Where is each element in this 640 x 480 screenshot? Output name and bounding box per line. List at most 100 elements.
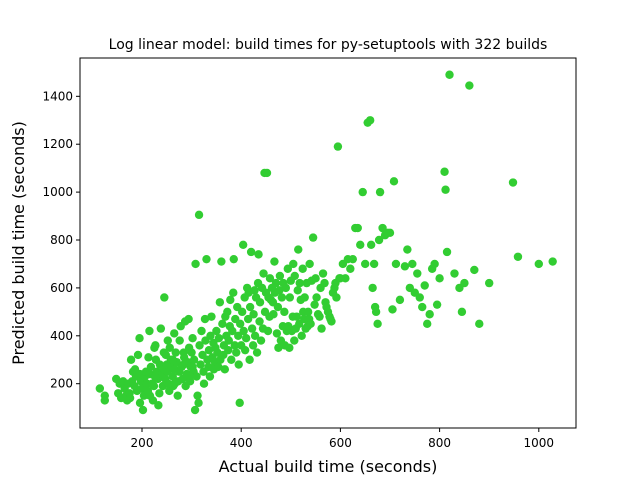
data-point: [320, 278, 329, 288]
y-tick-label: 400: [50, 329, 73, 343]
data-point: [371, 307, 381, 317]
data-point: [250, 286, 259, 295]
data-point: [259, 269, 268, 278]
data-point: [150, 372, 160, 381]
data-point: [295, 278, 304, 288]
data-point: [341, 274, 350, 283]
data-point: [188, 333, 197, 343]
data-point: [159, 348, 169, 357]
x-tick-label: 400: [230, 436, 253, 450]
data-point: [155, 389, 164, 398]
data-point: [212, 326, 221, 336]
data-point: [239, 326, 248, 336]
data-point: [346, 264, 355, 273]
data-point: [366, 240, 376, 249]
data-point: [311, 274, 320, 283]
data-point: [457, 307, 467, 317]
data-point: [206, 331, 215, 340]
data-point: [223, 307, 232, 317]
y-tick-label: 200: [50, 377, 73, 391]
data-point: [375, 187, 385, 197]
data-point: [303, 307, 313, 317]
data-point: [283, 264, 293, 273]
x-tick-label: 600: [329, 436, 352, 450]
data-point: [149, 381, 159, 391]
data-point: [293, 286, 302, 295]
y-tick-label: 1200: [42, 137, 73, 151]
data-point: [135, 398, 145, 408]
data-point: [138, 405, 148, 415]
data-point: [184, 314, 193, 324]
data-point: [442, 247, 452, 257]
x-tick-label: 1000: [524, 436, 555, 450]
data-point: [534, 259, 543, 269]
data-point: [217, 257, 226, 266]
data-point: [292, 312, 301, 321]
y-tick-label: 1400: [42, 89, 73, 103]
data-point: [218, 319, 227, 329]
data-point: [465, 81, 474, 90]
data-point: [130, 365, 140, 374]
data-point: [226, 295, 235, 305]
data-point: [475, 319, 484, 329]
data-point: [207, 312, 216, 321]
data-point: [275, 286, 284, 295]
data-point: [248, 341, 258, 350]
data-point: [400, 262, 410, 271]
y-tick-label: 1000: [42, 185, 73, 199]
data-point: [173, 391, 182, 400]
data-point: [297, 331, 306, 340]
data-point: [230, 341, 239, 350]
chart-title: Log linear model: build times for py-set…: [109, 37, 548, 53]
data-point: [254, 250, 263, 259]
data-point: [548, 257, 557, 266]
data-point: [252, 348, 262, 357]
data-point: [179, 360, 188, 369]
x-axis-ticks: 200 400 600 800 1000: [131, 428, 555, 450]
data-point: [232, 348, 241, 357]
plot-area-frame: [79, 57, 577, 429]
data-point: [241, 333, 251, 343]
data-point: [250, 331, 260, 340]
data-point: [126, 355, 136, 364]
data-point: [197, 326, 206, 336]
data-point: [333, 142, 343, 151]
data-point: [310, 300, 319, 309]
data-point: [171, 348, 180, 357]
data-point: [193, 391, 202, 400]
data-point: [353, 223, 362, 233]
data-point: [395, 295, 405, 305]
data-point: [236, 319, 245, 329]
data-point: [243, 314, 253, 324]
data-point: [272, 329, 282, 338]
data-point: [227, 355, 236, 364]
data-point: [189, 355, 199, 364]
data-point: [270, 257, 279, 266]
y-axis-title: Predicted build time (seconds): [9, 121, 28, 365]
data-point: [332, 293, 341, 302]
data-point: [238, 240, 248, 249]
data-point: [460, 278, 469, 288]
data-point: [470, 265, 479, 275]
data-point: [196, 360, 205, 369]
data-point: [204, 345, 214, 355]
data-point: [513, 252, 523, 261]
data-point: [265, 274, 275, 283]
data-point: [255, 317, 264, 326]
data-point: [95, 384, 105, 393]
data-point: [255, 298, 265, 307]
y-tick-label: 800: [50, 233, 73, 247]
x-axis-title: Actual build time (seconds): [219, 457, 438, 476]
data-point: [298, 264, 307, 273]
data-point: [271, 278, 281, 288]
data-point: [308, 233, 318, 242]
data-point: [408, 259, 417, 269]
data-point: [388, 305, 397, 314]
data-point: [185, 372, 194, 381]
data-point: [192, 372, 201, 381]
data-point: [228, 326, 237, 336]
data-point: [306, 319, 315, 329]
data-point: [144, 353, 153, 362]
data-point: [234, 331, 243, 340]
data-point: [195, 341, 204, 350]
